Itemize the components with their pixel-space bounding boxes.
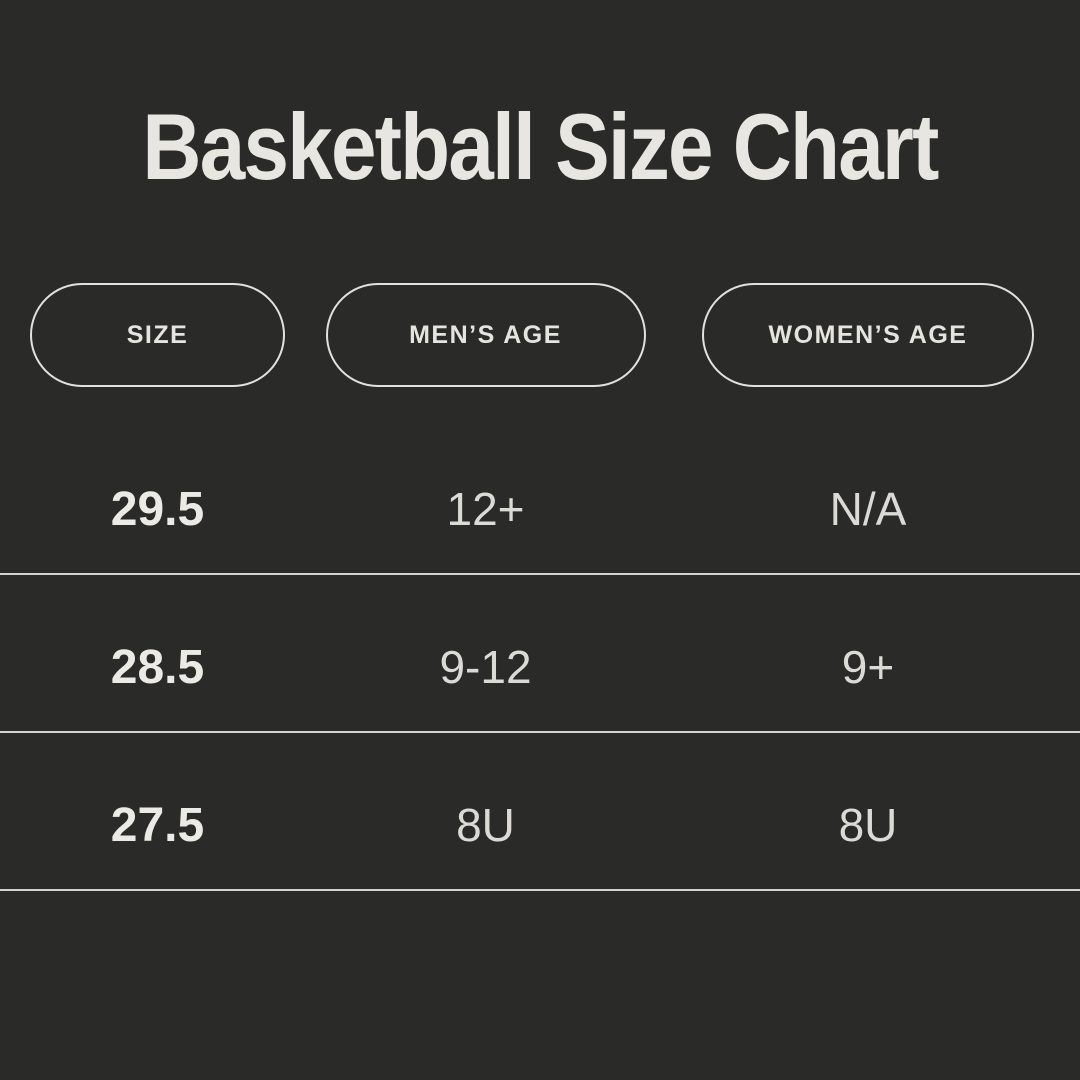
cell-size: 28.5 xyxy=(110,640,205,694)
cell-size: 29.5 xyxy=(110,482,205,536)
cell-mens-age: 12+ xyxy=(446,483,525,535)
cell-womens-age: 8U xyxy=(838,799,898,851)
column-header-mens-age-label: MEN’S AGE xyxy=(409,320,562,349)
column-header-size-label: SIZE xyxy=(126,320,189,349)
table-row: 29.5 12+ N/A xyxy=(0,417,1080,575)
cell-size: 27.5 xyxy=(110,798,205,852)
column-header-womens-age-pill: WOMEN’S AGE xyxy=(702,283,1034,387)
cell-mens-age: 9-12 xyxy=(439,641,532,693)
column-header-cell-womens-age: WOMEN’S AGE xyxy=(656,283,1080,387)
size-table: 29.5 12+ N/A 28.5 9-12 9+ 27.5 8U 8U xyxy=(0,417,1080,891)
column-header-womens-age-label: WOMEN’S AGE xyxy=(768,320,968,349)
cell-mens-age: 8U xyxy=(456,799,515,851)
cell-womens-age: 9+ xyxy=(841,641,895,693)
column-header-cell-size: SIZE xyxy=(0,283,315,387)
table-row: 27.5 8U 8U xyxy=(0,733,1080,891)
table-row: 28.5 9-12 9+ xyxy=(0,575,1080,733)
cell-womens-age: N/A xyxy=(829,483,907,535)
column-header-cell-mens-age: MEN’S AGE xyxy=(315,283,656,387)
column-header-mens-age-pill: MEN’S AGE xyxy=(325,283,646,387)
page-title: Basketball Size Chart xyxy=(142,94,939,199)
column-header-size-pill: SIZE xyxy=(30,283,285,387)
column-headers: SIZE MEN’S AGE WOMEN’S AGE xyxy=(0,283,1080,387)
